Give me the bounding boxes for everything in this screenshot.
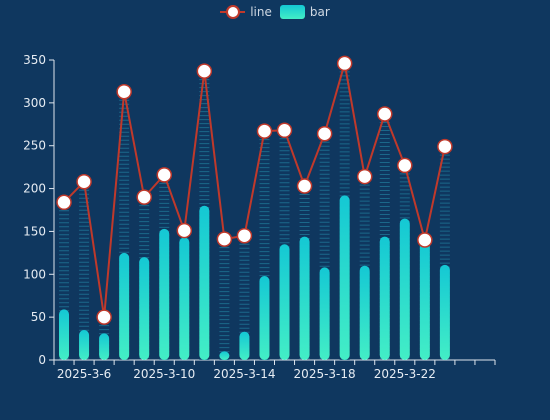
line-point <box>377 106 393 122</box>
bar <box>139 257 150 360</box>
bar <box>379 236 390 360</box>
legend-item-line[interactable]: line <box>220 5 272 19</box>
line-point <box>56 194 72 211</box>
y-tick-label: 200 <box>23 182 46 196</box>
x-tick-label: 2025-3-22 <box>374 367 436 381</box>
bar <box>159 228 170 360</box>
bar <box>79 330 90 360</box>
line-point <box>216 231 233 247</box>
x-tick-label: 2025-3-18 <box>294 367 356 381</box>
y-tick-label: 0 <box>38 353 46 367</box>
line-point <box>176 222 193 239</box>
legend-label-bar: bar <box>309 5 330 19</box>
legend: line bar <box>0 3 550 21</box>
line-series <box>63 63 446 318</box>
line-point <box>236 227 253 244</box>
y-tick-label: 150 <box>23 224 46 238</box>
line-point <box>336 55 353 72</box>
bar <box>99 333 110 360</box>
bar <box>419 240 430 360</box>
line-point <box>296 178 313 194</box>
line-point <box>356 168 373 185</box>
y-tick-label: 50 <box>31 310 46 324</box>
line-point <box>256 123 273 139</box>
line-point <box>316 125 333 142</box>
line-point <box>136 189 152 205</box>
bar <box>319 267 330 360</box>
y-tick-label: 300 <box>23 96 46 110</box>
line-point <box>417 232 433 248</box>
legend-item-bar[interactable]: bar <box>279 5 330 19</box>
bar <box>279 244 290 360</box>
x-tick-label: 2025-3-14 <box>213 367 275 381</box>
line-point <box>96 309 112 325</box>
bar <box>59 309 70 360</box>
bar <box>339 195 350 360</box>
line-point <box>156 167 172 183</box>
bar-legend-icon <box>279 5 305 19</box>
line-point <box>437 138 453 155</box>
line-point <box>196 63 213 79</box>
line-point <box>76 173 92 190</box>
bar <box>199 205 210 360</box>
bar <box>219 351 230 360</box>
line-point <box>397 157 413 174</box>
bar <box>119 252 130 360</box>
bar <box>179 237 190 360</box>
x-tick-label: 2025-3-10 <box>133 367 195 381</box>
line-legend-icon <box>220 5 246 19</box>
bar <box>239 331 250 360</box>
bar <box>299 236 310 360</box>
x-tick-label: 2025-3-6 <box>57 367 111 381</box>
bar <box>259 276 270 360</box>
y-tick-label: 350 <box>23 53 46 67</box>
line-point <box>116 83 132 100</box>
line-point <box>276 122 293 139</box>
y-tick-label: 100 <box>23 267 46 281</box>
legend-label-line: line <box>250 5 272 19</box>
bar <box>359 265 370 360</box>
bar <box>399 218 410 360</box>
bar <box>439 264 450 360</box>
y-tick-label: 250 <box>23 139 46 153</box>
